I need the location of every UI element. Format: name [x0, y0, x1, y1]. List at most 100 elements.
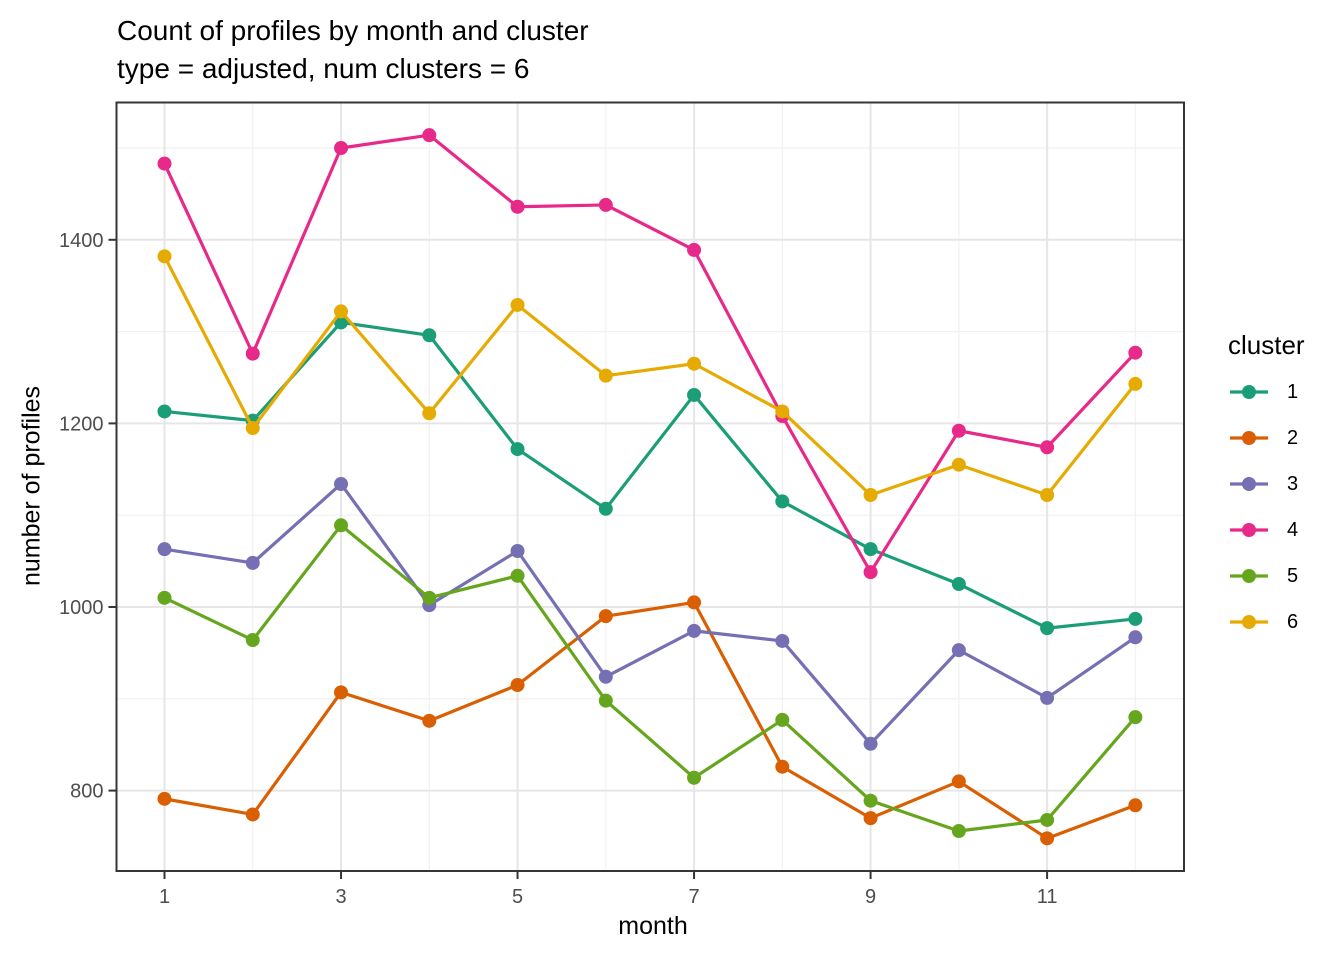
data-point: [1128, 710, 1143, 725]
data-point: [951, 577, 966, 592]
data-point: [1128, 630, 1143, 645]
data-point: [951, 457, 966, 472]
y-tick-label: 1400: [59, 230, 104, 252]
legend-key-icon: [1230, 477, 1268, 491]
data-point: [245, 420, 260, 435]
data-point: [422, 406, 437, 421]
data-point: [687, 356, 702, 371]
data-point: [598, 197, 613, 212]
data-point: [775, 404, 790, 419]
legend-item-cluster-5: 5: [1228, 553, 1305, 599]
legend-item-cluster-3: 3: [1228, 461, 1305, 507]
data-point: [510, 544, 525, 559]
legend-key-icon: [1230, 385, 1268, 399]
series-line: [164, 600, 1136, 840]
data-point: [157, 590, 172, 605]
data-point: [863, 736, 878, 751]
data-point: [598, 501, 613, 516]
data-point: [334, 476, 349, 491]
series-cluster-5: [157, 518, 1143, 838]
data-point: [1128, 611, 1143, 626]
data-point: [1040, 831, 1055, 846]
series-cluster-3: [157, 476, 1143, 751]
data-point: [1040, 440, 1055, 455]
x-tick-label: 11: [1037, 886, 1058, 908]
legend-items: 1 2 3 4 5 6: [1228, 369, 1305, 645]
legend: cluster 1 2 3 4 5 6: [1228, 330, 1305, 645]
legend-key-icon: [1230, 569, 1268, 583]
data-point: [775, 633, 790, 648]
data-point: [1040, 812, 1055, 827]
data-point: [951, 823, 966, 838]
data-point: [1128, 798, 1143, 813]
x-tick-label: 7: [688, 886, 699, 908]
data-point: [775, 759, 790, 774]
series-line: [163, 523, 1137, 833]
data-point: [334, 518, 349, 533]
data-point: [422, 713, 437, 728]
data-point: [157, 791, 172, 806]
data-point: [951, 423, 966, 438]
legend-key-icon: [1230, 431, 1268, 445]
data-point: [157, 249, 172, 264]
data-point: [157, 542, 172, 557]
series-cluster-6: [157, 249, 1143, 503]
data-point: [598, 609, 613, 624]
data-point: [598, 368, 613, 383]
legend-item-cluster-1: 1: [1228, 369, 1305, 415]
data-point: [422, 128, 437, 143]
legend-item-cluster-2: 2: [1228, 415, 1305, 461]
data-point: [334, 315, 349, 330]
data-point: [334, 141, 349, 155]
x-axis-title: month: [618, 912, 688, 940]
legend-item-cluster-6: 6: [1228, 599, 1305, 645]
series-line: [163, 255, 1137, 497]
series-cluster-2: [157, 595, 1143, 846]
series-line: [163, 133, 1137, 574]
axes: 1 3 5 7 9 11 800 1000 1200 1400: [59, 230, 1057, 908]
data-point: [687, 623, 702, 638]
legend-key-icon: [1230, 523, 1268, 537]
data-point: [1040, 621, 1055, 636]
grid-minor: [116, 102, 1184, 871]
data-point: [863, 542, 878, 557]
legend-label: 1: [1287, 380, 1299, 403]
data-point: [863, 793, 878, 808]
series-cluster-4: [157, 128, 1143, 580]
data-point: [951, 643, 966, 658]
y-tick-label: 800: [70, 781, 103, 803]
data-point: [157, 404, 172, 419]
data-point: [334, 304, 349, 319]
legend-label: 6: [1287, 610, 1299, 633]
data-point: [1040, 488, 1055, 503]
x-tick-label: 9: [865, 886, 876, 908]
x-tick-label: 5: [512, 886, 523, 908]
data-point: [245, 633, 260, 648]
data-point: [510, 442, 525, 457]
data-point: [334, 685, 349, 700]
series-line: [164, 482, 1137, 746]
data-point: [245, 807, 260, 822]
data-point: [510, 199, 525, 214]
data-point: [775, 712, 790, 727]
x-tick-label: 1: [159, 886, 170, 908]
legend-item-cluster-4: 4: [1228, 507, 1305, 553]
series-cluster-1: [157, 315, 1143, 636]
data-point: [687, 595, 702, 610]
data-point: [687, 387, 702, 402]
data-point: [863, 811, 878, 826]
data-point: [951, 774, 966, 789]
panel-border: [115, 101, 1185, 872]
data-point: [510, 568, 525, 583]
data-point: [157, 156, 172, 171]
data-point: [863, 488, 878, 503]
data-point: [863, 565, 878, 580]
legend-key-icon: [1230, 615, 1268, 629]
chart-subtitle: type = adjusted, num clusters = 6: [117, 53, 530, 84]
data-point: [687, 770, 702, 785]
chart-title: Count of profiles by month and cluster: [117, 15, 589, 46]
data-point: [1040, 690, 1055, 705]
data-point: [422, 590, 437, 605]
